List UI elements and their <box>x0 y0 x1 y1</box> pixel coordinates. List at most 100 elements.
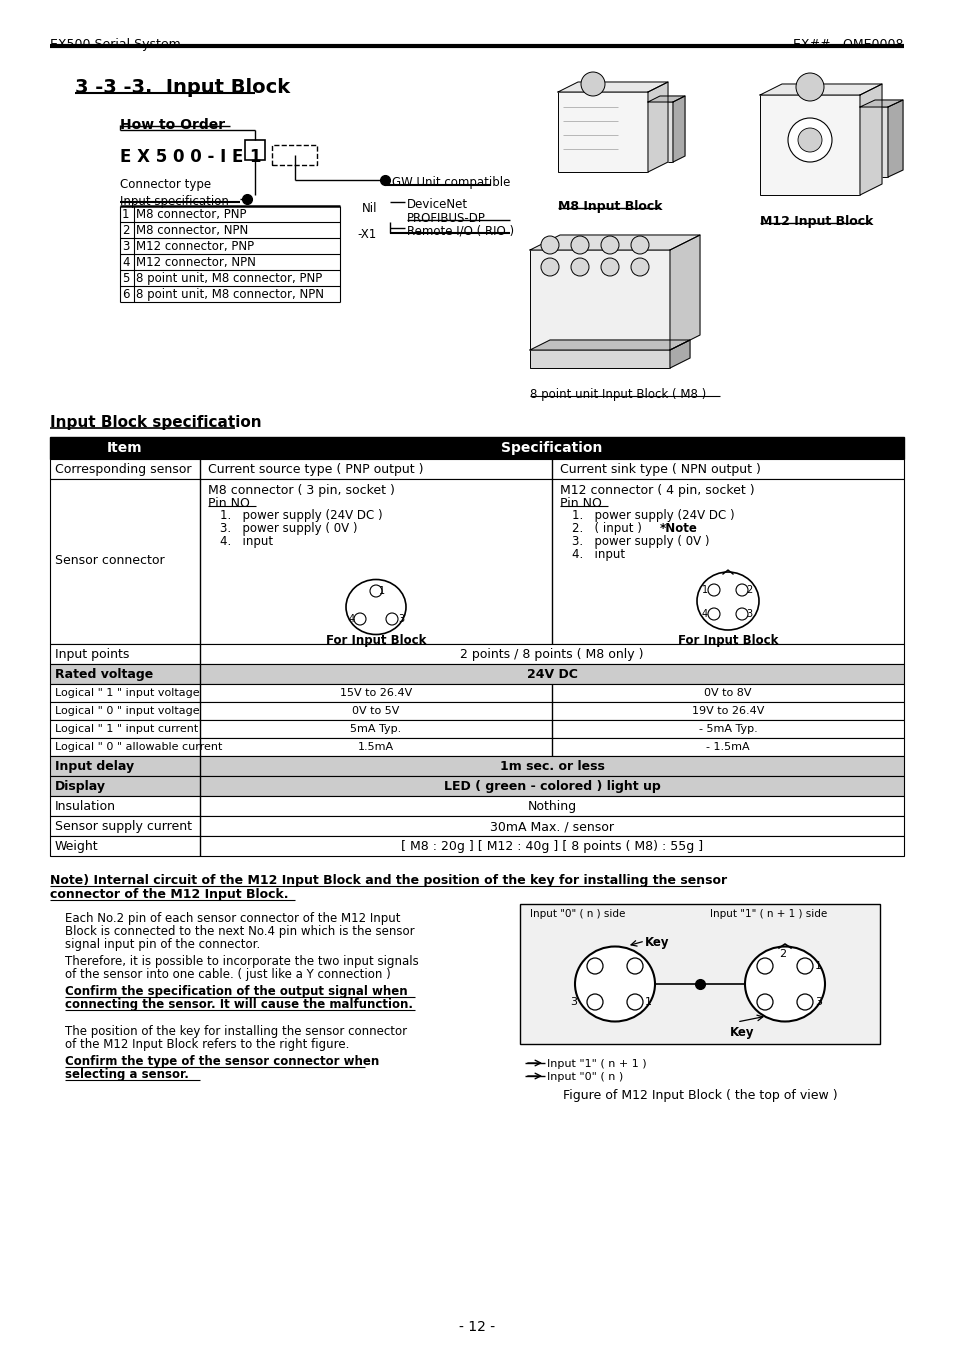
Text: 3: 3 <box>745 609 751 619</box>
Circle shape <box>370 585 381 597</box>
Text: Therefore, it is possible to incorporate the two input signals: Therefore, it is possible to incorporate… <box>65 955 418 969</box>
Text: PROFIBUS-DP: PROFIBUS-DP <box>407 212 485 226</box>
Text: Sensor connector: Sensor connector <box>55 554 165 567</box>
Circle shape <box>630 236 648 254</box>
Text: 8 point unit Input Block ( M8 ): 8 point unit Input Block ( M8 ) <box>530 388 705 401</box>
Text: Connector type: Connector type <box>120 178 211 190</box>
Text: 0V to 5V: 0V to 5V <box>352 707 399 716</box>
Text: M8 connector, NPN: M8 connector, NPN <box>136 224 248 236</box>
Text: Figure of M12 Input Block ( the top of view ): Figure of M12 Input Block ( the top of v… <box>562 1089 837 1102</box>
Polygon shape <box>530 340 689 350</box>
Text: Logical " 0 " allowable current: Logical " 0 " allowable current <box>55 742 222 753</box>
Text: 1: 1 <box>701 585 707 594</box>
Text: 2.   ( input ): 2. ( input ) <box>572 521 645 535</box>
Bar <box>859 107 887 177</box>
Bar <box>50 796 903 816</box>
Text: 8 point unit, M8 connector, NPN: 8 point unit, M8 connector, NPN <box>136 288 324 301</box>
Text: - 12 -: - 12 - <box>458 1320 495 1333</box>
Text: connecting the sensor. It will cause the malfunction.: connecting the sensor. It will cause the… <box>65 998 413 1011</box>
Text: Nothing: Nothing <box>527 800 576 813</box>
Text: EX500 Serial System: EX500 Serial System <box>50 38 180 51</box>
Text: Input points: Input points <box>55 648 130 661</box>
Text: Insulation: Insulation <box>55 800 116 813</box>
Text: E X 5 0 0 - I E: E X 5 0 0 - I E <box>120 149 243 166</box>
Text: GW Unit compatible: GW Unit compatible <box>392 176 510 189</box>
Text: 1.   power supply (24V DC ): 1. power supply (24V DC ) <box>220 509 382 521</box>
Text: 5mA Typ.: 5mA Typ. <box>350 724 401 734</box>
Text: 3: 3 <box>122 240 130 253</box>
Bar <box>50 836 903 857</box>
Text: EX## - OME0008: EX## - OME0008 <box>793 38 903 51</box>
Bar <box>50 738 903 757</box>
Circle shape <box>626 994 642 1011</box>
Circle shape <box>626 958 642 974</box>
Text: 2: 2 <box>122 224 130 236</box>
Bar <box>50 480 903 644</box>
Text: 6: 6 <box>122 288 130 301</box>
Polygon shape <box>647 82 667 172</box>
Ellipse shape <box>744 947 824 1021</box>
Text: 4.   input: 4. input <box>572 549 624 561</box>
Text: 3.   power supply ( 0V ): 3. power supply ( 0V ) <box>220 521 357 535</box>
Text: Logical " 1 " input voltage: Logical " 1 " input voltage <box>55 688 199 698</box>
Circle shape <box>757 994 772 1011</box>
Text: Specification: Specification <box>500 440 602 455</box>
Polygon shape <box>530 235 700 250</box>
Bar <box>50 644 903 663</box>
Text: Confirm the type of the sensor connector when: Confirm the type of the sensor connector… <box>65 1055 379 1069</box>
Text: Current source type ( PNP output ): Current source type ( PNP output ) <box>208 463 423 476</box>
Circle shape <box>735 608 747 620</box>
Text: of the M12 Input Block refers to the right figure.: of the M12 Input Block refers to the rig… <box>65 1038 349 1051</box>
Text: 1: 1 <box>122 208 130 222</box>
Text: - 5mA Typ.: - 5mA Typ. <box>698 724 757 734</box>
Text: Key: Key <box>644 936 669 948</box>
Text: M8 connector, PNP: M8 connector, PNP <box>136 208 246 222</box>
Circle shape <box>600 236 618 254</box>
Circle shape <box>386 613 397 626</box>
Text: Pin NO.: Pin NO. <box>559 497 605 509</box>
Text: Input "0" ( n ): Input "0" ( n ) <box>546 1071 622 1082</box>
Circle shape <box>707 608 720 620</box>
Text: *Note: *Note <box>659 521 698 535</box>
Bar <box>647 101 672 162</box>
Text: Corresponding sensor: Corresponding sensor <box>55 463 192 476</box>
Circle shape <box>600 258 618 276</box>
Circle shape <box>707 584 720 596</box>
Circle shape <box>540 258 558 276</box>
Text: DeviceNet: DeviceNet <box>407 199 468 211</box>
Text: Each No.2 pin of each sensor connector of the M12 Input: Each No.2 pin of each sensor connector o… <box>65 912 400 925</box>
Bar <box>760 95 859 195</box>
Text: selecting a sensor.: selecting a sensor. <box>65 1069 189 1081</box>
Text: 3: 3 <box>397 613 404 624</box>
Ellipse shape <box>346 580 406 635</box>
Text: connector of the M12 Input Block.: connector of the M12 Input Block. <box>50 888 288 901</box>
Circle shape <box>586 958 602 974</box>
Text: Item: Item <box>107 440 143 455</box>
Text: 2: 2 <box>779 948 785 959</box>
Bar <box>50 703 903 720</box>
Polygon shape <box>887 100 902 177</box>
Text: Weight: Weight <box>55 840 98 852</box>
Circle shape <box>540 236 558 254</box>
Text: M12 Input Block: M12 Input Block <box>760 215 872 228</box>
Circle shape <box>580 72 604 96</box>
Bar <box>558 92 647 172</box>
Bar <box>50 775 903 796</box>
Text: [ M8 : 20g ] [ M12 : 40g ] [ 8 points ( M8) : 55g ]: [ M8 : 20g ] [ M12 : 40g ] [ 8 points ( … <box>400 840 702 852</box>
Polygon shape <box>760 84 882 95</box>
Text: 3: 3 <box>569 997 577 1006</box>
Text: Key: Key <box>729 1025 754 1039</box>
Text: 1.   power supply (24V DC ): 1. power supply (24V DC ) <box>572 509 734 521</box>
Polygon shape <box>669 235 700 350</box>
Text: 2 points / 8 points ( M8 only ): 2 points / 8 points ( M8 only ) <box>459 648 643 661</box>
Text: 19V to 26.4V: 19V to 26.4V <box>691 707 763 716</box>
Text: Pin NO.: Pin NO. <box>208 497 253 509</box>
Text: 4: 4 <box>122 255 130 269</box>
Text: M8 Input Block: M8 Input Block <box>558 200 661 213</box>
Text: Rated voltage: Rated voltage <box>55 667 153 681</box>
Text: 4.   input: 4. input <box>220 535 273 549</box>
Circle shape <box>735 584 747 596</box>
Text: Note) Internal circuit of the M12 Input Block and the position of the key for in: Note) Internal circuit of the M12 Input … <box>50 874 726 888</box>
Text: Input "0" ( n ) side: Input "0" ( n ) side <box>530 909 625 919</box>
Circle shape <box>354 613 366 626</box>
